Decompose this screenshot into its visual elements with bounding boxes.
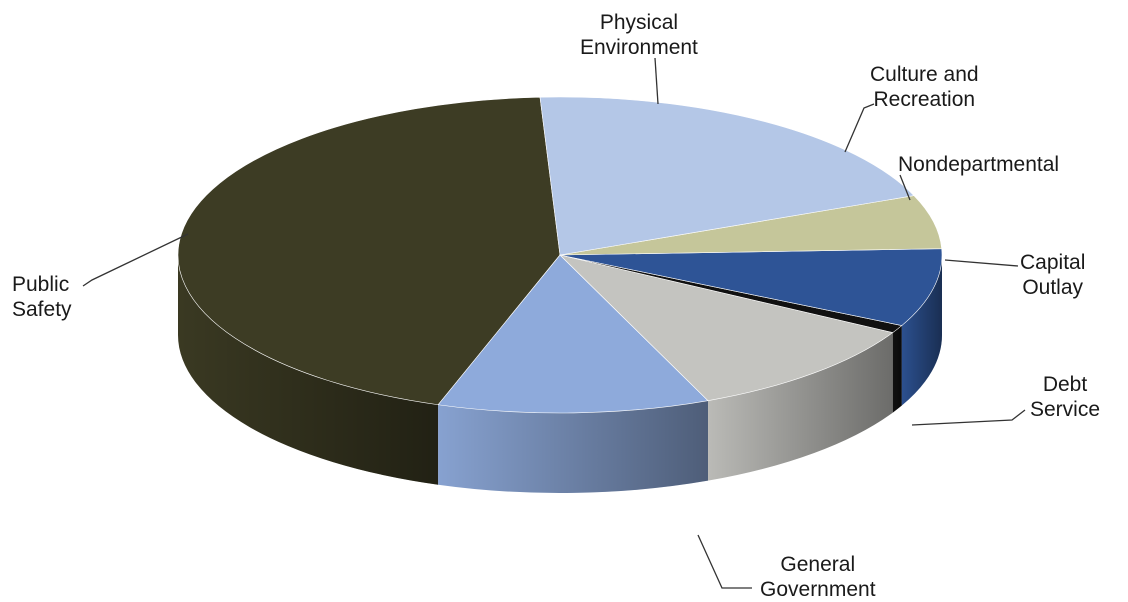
label-nondepartmental: Nondepartmental (898, 152, 1059, 177)
label-public-safety: Public Safety (12, 272, 72, 322)
label-physical-environment: Physical Environment (580, 10, 698, 60)
leader-capital-outlay (945, 260, 1018, 266)
label-culture-and-recreation: Culture and Recreation (870, 62, 979, 112)
label-debt-service: Debt Service (1030, 372, 1100, 422)
label-general-government: General Government (760, 552, 876, 602)
pie-top-slices (178, 97, 942, 413)
side-nondepartmental-shade (893, 326, 902, 413)
leader-debt-service (912, 410, 1025, 425)
leader-public-safety (83, 234, 188, 286)
side-physical-environment-shade (438, 401, 708, 493)
label-capital-outlay: Capital Outlay (1020, 250, 1085, 300)
leader-general-government (698, 535, 752, 588)
leader-physical-environment (655, 58, 658, 104)
